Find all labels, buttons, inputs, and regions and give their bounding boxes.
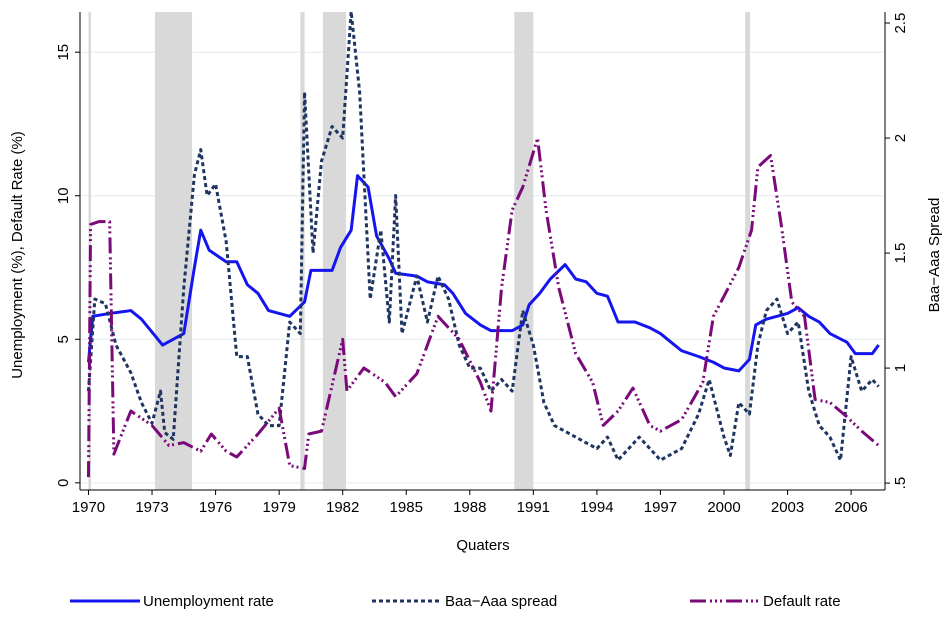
x-axis-label: Quaters <box>456 537 509 554</box>
x-tick-label: 1985 <box>390 499 423 516</box>
x-tick-label: 1991 <box>517 499 550 516</box>
series-line <box>86 136 880 478</box>
legend-label: Baa−Aaa spread <box>445 593 557 610</box>
x-tick-label: 1988 <box>453 499 486 516</box>
recession-shade <box>514 12 534 490</box>
x-tick-label: 2003 <box>771 499 804 516</box>
y2-tick-label: 2.5 <box>892 13 909 34</box>
series-line <box>86 174 880 373</box>
y2-tick-label: 2 <box>892 134 909 142</box>
x-tick-label: 1982 <box>326 499 359 516</box>
legend-label: Unemployment rate <box>143 593 274 610</box>
y-tick-label: 15 <box>55 44 72 61</box>
x-tick-label: 1970 <box>72 499 105 516</box>
y-axis-label: Unemployment (%), Default Rate (%) <box>9 131 26 379</box>
x-tick-label: 1994 <box>580 499 613 516</box>
legend-label: Default rate <box>763 593 841 610</box>
y2-tick-label: 1 <box>892 364 909 372</box>
y2-axis-label: Baa−Aaa Spread <box>926 198 943 313</box>
series-line <box>86 10 880 462</box>
y2-tick-label: .5 <box>892 477 909 490</box>
x-tick-label: 1997 <box>644 499 677 516</box>
y-tick-label: 0 <box>55 479 72 487</box>
y-tick-label: 10 <box>55 187 72 204</box>
x-tick-label: 1976 <box>199 499 232 516</box>
x-tick-label: 2006 <box>834 499 867 516</box>
x-tick-label: 2000 <box>707 499 740 516</box>
x-tick-label: 1979 <box>262 499 295 516</box>
recession-shade <box>322 12 347 490</box>
x-tick-label: 1973 <box>135 499 168 516</box>
y2-tick-label: 1.5 <box>892 243 909 264</box>
recession-shade <box>745 12 751 490</box>
y-tick-label: 5 <box>55 335 72 343</box>
